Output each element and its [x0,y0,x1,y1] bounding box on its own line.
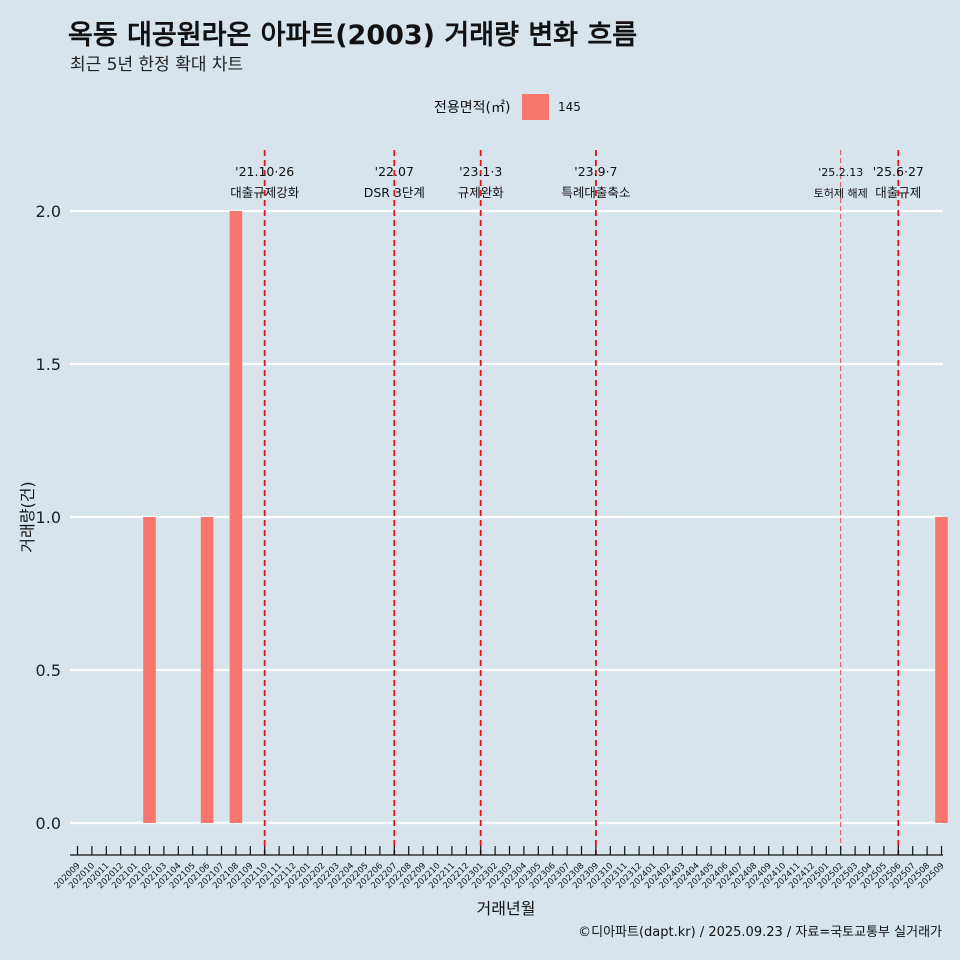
bar [935,517,948,823]
y-axis-title: 거래량(건) [18,481,37,552]
annotation-label: 대출규제강화 [230,185,300,200]
annotation-date: '25.6·27 [873,164,924,179]
bar [143,517,156,823]
legend: 전용면적(㎡) 145 [434,94,581,120]
annotation-label: 특례대출축소 [561,185,630,200]
y-tick-label: 2.0 [36,202,61,221]
chart-subtitle: 최근 5년 한정 확대 차트 [70,55,243,75]
legend-label: 145 [558,100,581,114]
annotation-date: '22.07 [375,164,414,179]
y-tick-label: 0.0 [36,814,61,833]
annotation-label: 규제완화 [458,185,505,200]
annotation-date: '23.9·7 [574,164,617,179]
x-axis: 2020092020102020112020122021012021022021… [53,846,947,891]
legend-swatch [522,94,549,120]
annotation-label: 대출규제 [875,185,921,200]
y-tick-label: 1.0 [36,508,61,527]
annotation-date: '25.2.13 [818,166,863,179]
y-tick-label: 0.5 [36,661,61,680]
x-axis-title: 거래년월 [477,899,536,918]
chart-title: 옥동 대공원라온 아파트(2003) 거래량 변화 흐름 [68,20,637,51]
event-annotations: '21.10·26 대출규제강화 '22.07 DSR 3단계 '23.1·3 규제완화 '… [230,150,924,855]
annotation-label: 토허제 해제 [814,186,868,200]
legend-title: 전용면적(㎡) [434,100,510,116]
annotation-label: DSR 3단계 [364,185,425,200]
y-tick-labels: 0.0 0.5 1.0 1.5 2.0 [36,202,61,833]
y-tick-label: 1.5 [36,355,61,374]
annotation-date: '23.1·3 [459,164,502,179]
bar [200,517,214,823]
caption: ©디아파트(dapt.kr) / 2025.09.23 / 자료=국토교통부 실… [578,925,942,940]
y-gridlines [70,209,943,825]
bar-series [143,211,948,823]
bar [229,211,243,823]
annotation-date: '21.10·26 [235,164,294,179]
